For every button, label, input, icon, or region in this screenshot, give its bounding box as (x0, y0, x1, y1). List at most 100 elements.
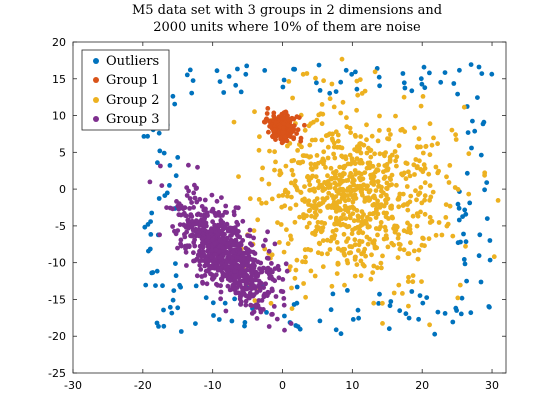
point-group-2 (293, 202, 299, 208)
point-group-3 (263, 237, 268, 243)
point-group-2 (296, 160, 301, 166)
point-outliers (222, 300, 228, 306)
point-group-2 (423, 143, 429, 149)
point-group-3 (189, 233, 195, 239)
point-group-2 (419, 279, 424, 284)
point-outliers (173, 173, 179, 179)
point-group-3 (215, 222, 221, 228)
point-group-3 (187, 206, 193, 211)
point-outliers (461, 257, 467, 262)
point-group-3 (197, 196, 203, 202)
point-group-2 (267, 148, 272, 154)
point-group-3 (223, 236, 228, 242)
point-group-3 (244, 293, 249, 299)
point-group-2 (358, 171, 364, 177)
point-group-2 (321, 161, 326, 167)
point-group-2 (357, 175, 362, 181)
point-group-3 (209, 208, 215, 214)
point-group-2 (389, 182, 394, 188)
point-group-3 (225, 241, 231, 247)
point-group-2 (329, 193, 335, 198)
point-group-2 (256, 147, 262, 153)
point-group-2 (358, 273, 364, 279)
point-group-3 (238, 269, 244, 275)
point-group-2 (334, 188, 340, 194)
point-group-2 (396, 282, 402, 288)
point-outliers (468, 62, 474, 67)
point-group-2 (356, 242, 362, 248)
point-group-2 (375, 265, 380, 271)
point-group-2 (304, 224, 310, 230)
point-group-2 (320, 238, 326, 244)
point-group-2 (367, 160, 373, 166)
point-outliers (418, 76, 424, 82)
point-group-3 (158, 163, 163, 169)
point-outliers (459, 295, 465, 301)
point-outliers (281, 77, 287, 83)
x-tick-label: -10 (204, 379, 222, 392)
point-group-3 (227, 246, 233, 252)
point-outliers (154, 320, 160, 326)
point-group-2 (351, 218, 357, 224)
point-group-3 (214, 198, 220, 204)
point-outliers (469, 145, 474, 151)
point-outliers (417, 293, 423, 298)
point-outliers (189, 90, 195, 96)
y-tick-label: -20 (48, 330, 66, 343)
point-outliers (146, 248, 151, 254)
point-outliers (345, 288, 350, 293)
points-layer (141, 56, 501, 337)
point-group-2 (381, 169, 386, 175)
legend-marker-group-2 (93, 97, 99, 103)
point-group-2 (383, 233, 389, 239)
point-group-1 (273, 120, 279, 125)
point-group-2 (320, 225, 326, 231)
point-group-3 (266, 290, 272, 296)
point-group-2 (257, 134, 262, 140)
point-group-2 (466, 151, 472, 157)
point-group-3 (206, 234, 212, 240)
x-tick-label: 0 (279, 379, 286, 392)
point-group-2 (314, 153, 320, 158)
point-outliers (455, 240, 461, 246)
point-group-2 (295, 148, 300, 153)
point-group-3 (224, 251, 230, 256)
point-group-2 (332, 180, 338, 186)
point-outliers (476, 253, 482, 259)
point-group-2 (389, 214, 395, 220)
legend-marker-outliers (93, 58, 99, 64)
legend-label-outliers: Outliers (106, 54, 159, 69)
point-group-2 (339, 173, 345, 179)
point-group-2 (421, 236, 426, 242)
point-group-2 (360, 192, 365, 198)
point-group-2 (276, 193, 282, 199)
point-group-2 (268, 300, 274, 306)
point-outliers (376, 301, 381, 306)
point-group-3 (184, 229, 190, 235)
point-outliers (171, 288, 177, 293)
point-group-2 (345, 236, 351, 242)
point-group-2 (387, 154, 393, 160)
point-group-2 (397, 246, 403, 252)
point-outliers (193, 283, 199, 289)
point-group-2 (266, 181, 272, 187)
point-outliers (148, 232, 154, 237)
point-group-2 (325, 173, 330, 179)
point-group-2 (338, 110, 344, 116)
point-group-3 (266, 324, 272, 329)
point-group-2 (392, 223, 397, 229)
point-group-3 (196, 252, 201, 257)
point-group-2 (371, 263, 377, 269)
point-group-2 (375, 179, 381, 184)
point-group-2 (312, 163, 318, 168)
point-group-2 (302, 247, 308, 253)
point-group-3 (236, 290, 242, 296)
point-group-3 (212, 225, 217, 231)
point-group-3 (183, 246, 188, 251)
point-group-1 (281, 110, 287, 116)
y-tick-label: -25 (48, 367, 66, 380)
point-outliers (468, 310, 474, 316)
point-group-2 (379, 265, 384, 271)
point-group-2 (341, 231, 347, 237)
point-outliers (354, 86, 360, 92)
